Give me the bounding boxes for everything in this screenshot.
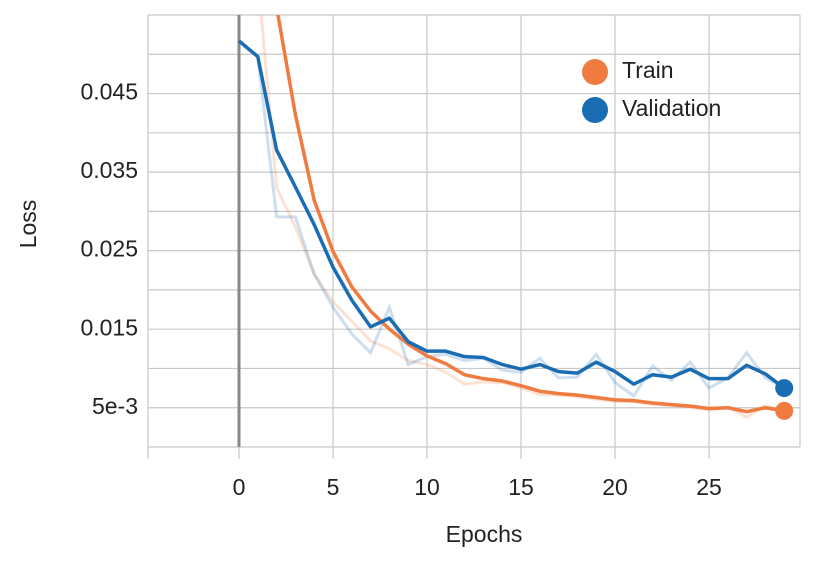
y-tick-label: 0.015: [80, 314, 138, 340]
raw-line: [238, 39, 785, 399]
plot-area: [237, 15, 786, 419]
y-tick-label: 0.025: [80, 236, 138, 262]
end-point: [775, 379, 794, 398]
smoothed-line: [237, 39, 786, 390]
legend-label: Validation: [622, 95, 721, 121]
x-tick-label: 0: [233, 474, 246, 500]
smoothed-line: [276, 15, 785, 414]
x-tick-label: 15: [508, 474, 534, 500]
y-tick-label: 5e-3: [92, 393, 138, 419]
x-tick-label: 20: [602, 474, 628, 500]
x-tick-label: 25: [696, 474, 722, 500]
y-tick-label: 0.035: [80, 157, 138, 183]
y-axis-label: Loss: [15, 200, 41, 249]
x-tick-label: 10: [414, 474, 440, 500]
legend-marker: [582, 97, 608, 123]
x-axis-label: Epochs: [446, 521, 523, 547]
legend-label: Train: [622, 57, 674, 83]
y-tick-label: 0.045: [80, 79, 138, 105]
x-tick-label: 5: [327, 474, 340, 500]
end-point: [775, 401, 794, 420]
raw-line: [259, 15, 785, 419]
legend-marker: [582, 59, 608, 85]
